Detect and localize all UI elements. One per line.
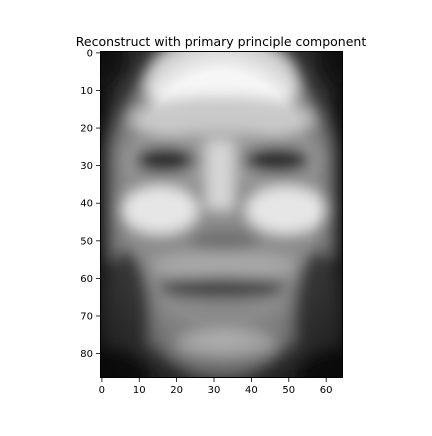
x-tick-label: 10 <box>133 385 146 396</box>
y-tick-label: 0 <box>87 48 93 59</box>
y-tick-label: 10 <box>80 86 93 97</box>
vignette-overlay <box>100 51 343 378</box>
face-image <box>70 26 376 408</box>
y-tick-label: 70 <box>80 311 93 322</box>
y-tick-label: 40 <box>80 199 93 210</box>
y-tick-label: 20 <box>80 124 93 135</box>
x-tick-label: 60 <box>320 385 333 396</box>
y-axis: 0 10 20 30 40 50 60 70 80 <box>80 48 100 360</box>
chart-title: Reconstruct with primary principle compo… <box>76 34 367 49</box>
x-axis: 0 10 20 30 40 50 60 <box>99 378 333 396</box>
x-tick-label: 50 <box>282 385 295 396</box>
x-tick-label: 20 <box>170 385 183 396</box>
y-tick-label: 50 <box>80 236 93 247</box>
x-tick-label: 40 <box>245 385 258 396</box>
x-tick-label: 30 <box>208 385 221 396</box>
y-tick-label: 80 <box>80 349 93 360</box>
x-tick-label: 0 <box>99 385 105 396</box>
y-tick-label: 30 <box>80 161 93 172</box>
y-tick-label: 60 <box>80 274 93 285</box>
